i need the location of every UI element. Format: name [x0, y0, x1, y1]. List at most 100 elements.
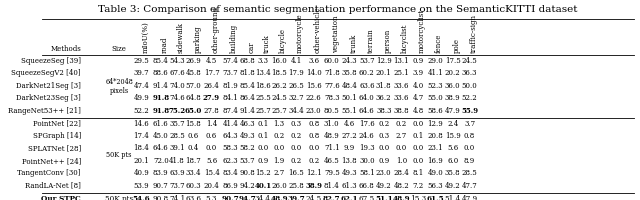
Text: 50.1: 50.1	[342, 94, 357, 102]
Text: 61.3: 61.3	[342, 182, 357, 190]
Text: 63.6: 63.6	[186, 195, 202, 200]
Text: 13.1: 13.1	[394, 57, 409, 65]
Text: 48.4: 48.4	[342, 82, 357, 90]
Text: 25.5: 25.5	[255, 94, 271, 102]
Text: 49.2: 49.2	[376, 182, 392, 190]
Text: Size: Size	[111, 45, 127, 53]
Text: sidewalk: sidewalk	[177, 22, 185, 53]
Text: 53.9: 53.9	[134, 182, 149, 190]
Text: 2.7: 2.7	[396, 132, 407, 140]
Text: parking: parking	[193, 26, 202, 53]
Text: 48.9: 48.9	[392, 195, 410, 200]
Text: fence: fence	[435, 34, 443, 53]
Text: 12.9: 12.9	[376, 57, 392, 65]
Text: 63.6: 63.6	[359, 82, 374, 90]
Text: 94.2: 94.2	[239, 182, 255, 190]
Text: 57.4: 57.4	[222, 57, 238, 65]
Text: 16.5: 16.5	[288, 169, 304, 177]
Text: Table 3: Comparison of semantic segmentation performance on the SemanticKITTI da: Table 3: Comparison of semantic segmenta…	[98, 5, 577, 14]
Text: 47.9: 47.9	[445, 107, 461, 115]
Text: 35.8: 35.8	[445, 169, 460, 177]
Text: 18.6: 18.6	[255, 82, 271, 90]
Text: 15.9: 15.9	[445, 132, 461, 140]
Text: 64.6: 64.6	[359, 107, 375, 115]
Text: 50.0: 50.0	[461, 82, 477, 90]
Text: 15.2: 15.2	[255, 169, 271, 177]
Text: 29.0: 29.0	[428, 57, 443, 65]
Text: 47.4: 47.4	[134, 82, 149, 90]
Text: 0.3: 0.3	[378, 132, 389, 140]
Text: 0.8: 0.8	[464, 132, 476, 140]
Text: 28.5: 28.5	[461, 169, 477, 177]
Text: 41.1: 41.1	[428, 69, 443, 77]
Text: 0.0: 0.0	[413, 157, 424, 165]
Text: 6.0: 6.0	[447, 157, 458, 165]
Text: 3.9: 3.9	[413, 69, 424, 77]
Text: 64.3: 64.3	[223, 132, 238, 140]
Text: 0.2: 0.2	[273, 132, 285, 140]
Text: 71.8: 71.8	[324, 69, 340, 77]
Text: 25.1: 25.1	[394, 69, 409, 77]
Text: 27.8: 27.8	[204, 107, 220, 115]
Text: terrain: terrain	[367, 29, 375, 53]
Text: SPGraph [14]: SPGraph [14]	[33, 132, 81, 140]
Text: truck: truck	[263, 34, 271, 53]
Text: 22.6: 22.6	[306, 94, 321, 102]
Text: 45.8: 45.8	[186, 69, 201, 77]
Text: 33.6: 33.6	[394, 94, 409, 102]
Text: 23.1: 23.1	[428, 144, 443, 152]
Text: traffic-sign: traffic-sign	[470, 14, 477, 53]
Text: 0.1: 0.1	[413, 132, 424, 140]
Text: 0.0: 0.0	[257, 144, 269, 152]
Text: 46.3: 46.3	[239, 120, 255, 128]
Text: 61.6: 61.6	[153, 120, 169, 128]
Text: 88.6: 88.6	[153, 69, 169, 77]
Text: building: building	[230, 24, 238, 53]
Text: 64.0: 64.0	[359, 94, 375, 102]
Text: 12.1: 12.1	[306, 169, 321, 177]
Text: RangeNet53++ [21]: RangeNet53++ [21]	[8, 107, 81, 115]
Text: 90.8: 90.8	[153, 195, 169, 200]
Text: 38.9: 38.9	[305, 182, 322, 190]
Text: 14.0: 14.0	[306, 69, 321, 77]
Text: 52.3: 52.3	[428, 82, 443, 90]
Text: 58.2: 58.2	[239, 144, 255, 152]
Text: 1.9: 1.9	[273, 157, 285, 165]
Text: 91.4: 91.4	[239, 107, 255, 115]
Text: 49.3: 49.3	[342, 169, 357, 177]
Text: 62.3: 62.3	[223, 157, 238, 165]
Text: other-vehicle: other-vehicle	[314, 7, 322, 53]
Text: DarkNet23Seg [3]: DarkNet23Seg [3]	[16, 94, 81, 102]
Text: 90.7: 90.7	[153, 182, 169, 190]
Text: 0.0: 0.0	[413, 144, 424, 152]
Text: 75.2: 75.2	[168, 107, 186, 115]
Text: 26.0: 26.0	[271, 182, 287, 190]
Text: RandLA-Net [8]: RandLA-Net [8]	[25, 182, 81, 190]
Text: 38.3: 38.3	[376, 107, 392, 115]
Text: 0.4: 0.4	[188, 144, 199, 152]
Text: 55.0: 55.0	[428, 94, 443, 102]
Text: 83.9: 83.9	[153, 169, 168, 177]
Text: 39.7: 39.7	[287, 195, 305, 200]
Text: 2.4: 2.4	[447, 120, 458, 128]
Text: 82.7: 82.7	[323, 195, 340, 200]
Text: 90.8: 90.8	[239, 169, 255, 177]
Text: 74.1: 74.1	[169, 195, 185, 200]
Text: 73.7: 73.7	[223, 69, 238, 77]
Text: 60.0: 60.0	[324, 57, 340, 65]
Text: 0.0: 0.0	[206, 144, 217, 152]
Text: 91.4: 91.4	[153, 82, 169, 90]
Text: 17.7: 17.7	[204, 69, 220, 77]
Text: 79.5: 79.5	[324, 169, 340, 177]
Text: trunk: trunk	[349, 34, 357, 53]
Text: 65.0: 65.0	[185, 107, 202, 115]
Text: 39.1: 39.1	[169, 144, 185, 152]
Text: 17.5: 17.5	[445, 57, 461, 65]
Text: 64*2048
pixels: 64*2048 pixels	[105, 78, 133, 95]
Text: 18.4: 18.4	[134, 144, 149, 152]
Text: 51.1: 51.1	[375, 195, 393, 200]
Text: 64.8: 64.8	[186, 94, 201, 102]
Text: 18.5: 18.5	[271, 69, 287, 77]
Text: 24.5: 24.5	[461, 57, 477, 65]
Text: 77.6: 77.6	[324, 82, 340, 90]
